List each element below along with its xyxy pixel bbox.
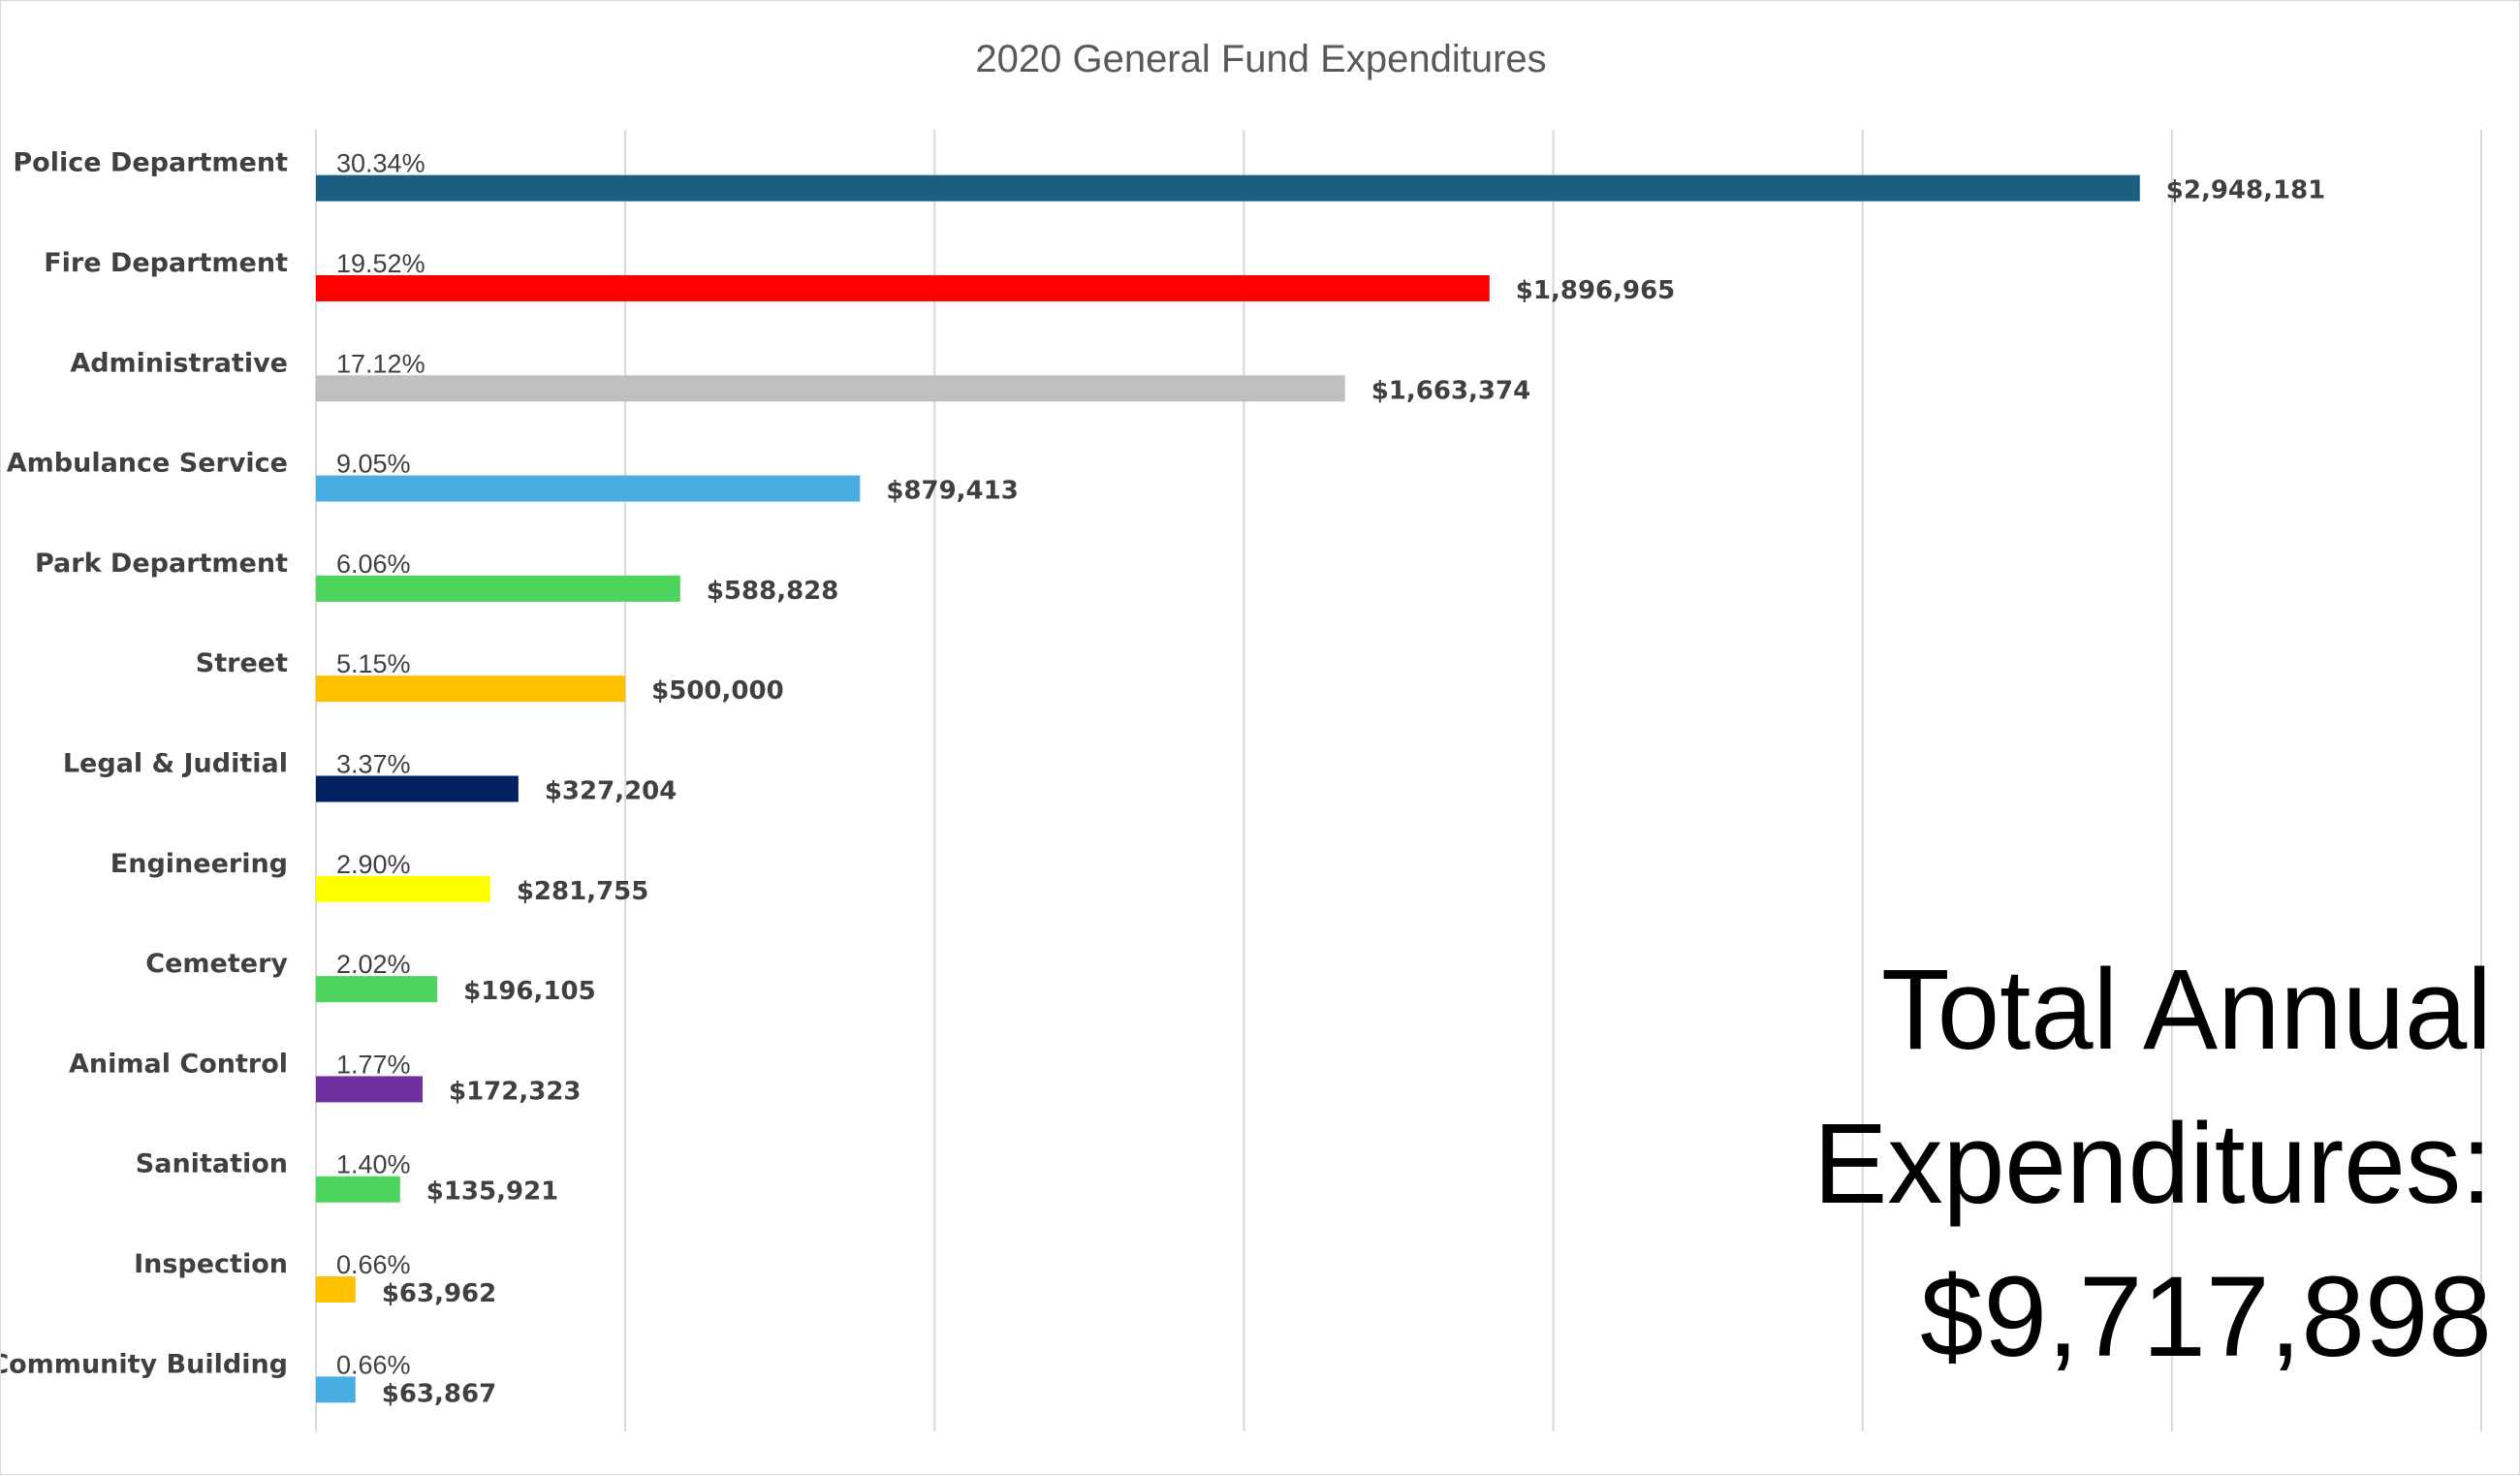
category-label: Ambulance Service [7, 449, 288, 479]
percent-label: 0.66% [336, 1350, 411, 1379]
total-line-1: Total Annual [1881, 946, 2492, 1074]
value-label: $2,948,181 [2166, 176, 2325, 205]
bar-group: Community Building 0.66%$63,867 [1, 1349, 496, 1408]
value-label: $327,204 [545, 777, 677, 806]
bar [316, 1176, 400, 1203]
category-label: Police Department [13, 148, 288, 178]
percent-label: 0.66% [336, 1250, 411, 1279]
value-label: $588,828 [707, 577, 839, 606]
percent-label: 17.12% [336, 349, 425, 378]
value-label: $63,962 [382, 1279, 496, 1308]
bar-group: Inspection 0.66%$63,962 [134, 1249, 496, 1308]
category-label: Street [196, 648, 288, 678]
percent-label: 30.34% [336, 149, 425, 178]
bar-group: Cemetery 2.02% $196,105 [145, 949, 595, 1006]
bar-group: Animal Control 1.77% $172,323 [69, 1049, 582, 1106]
bar [316, 875, 490, 902]
value-label: $172,323 [449, 1077, 582, 1106]
bar [316, 274, 1490, 301]
percent-label: 5.15% [336, 649, 411, 678]
percent-label: 2.02% [336, 950, 411, 979]
percent-label: 1.77% [336, 1050, 411, 1079]
category-label: Sanitation [136, 1149, 288, 1179]
bar [316, 775, 519, 802]
bar-group: Police Department 30.34% $2,948,181 [13, 148, 2325, 205]
bar [316, 575, 680, 602]
bar [316, 174, 2140, 202]
percent-label: 9.05% [336, 450, 411, 479]
percent-label: 1.40% [336, 1150, 411, 1179]
category-label: Park Department [35, 549, 288, 579]
gridlines [315, 130, 2482, 1431]
bar-group: Street 5.15% $500,000 [196, 648, 784, 706]
bar-group: Park Department 6.06% $588,828 [35, 549, 838, 606]
category-label: Legal & Juditial [63, 749, 288, 779]
total-annotation: Total Annual Expenditures: $9,717,898 [1813, 946, 2492, 1381]
bar [316, 675, 626, 703]
category-label: Animal Control [69, 1049, 288, 1079]
bar-group: Ambulance Service 9.05% $879,413 [7, 449, 1019, 506]
bar [316, 1276, 356, 1303]
bar [316, 475, 861, 502]
category-label: Fire Department [44, 248, 288, 278]
percent-label: 19.52% [336, 249, 425, 278]
value-label: $500,000 [651, 676, 784, 706]
value-label: $63,867 [382, 1379, 496, 1408]
category-label: Engineering [110, 849, 288, 879]
total-line-3: $9,717,898 [1920, 1253, 2492, 1381]
category-label: Community Building [1, 1349, 288, 1379]
category-label: Cemetery [145, 949, 288, 979]
percent-label: 3.37% [336, 750, 411, 779]
category-label: Inspection [134, 1249, 288, 1279]
value-label: $196,105 [463, 977, 596, 1006]
value-label: $1,896,965 [1516, 276, 1675, 305]
value-label: $1,663,374 [1371, 376, 1530, 405]
percent-label: 6.06% [336, 550, 411, 579]
category-label: Administrative [70, 348, 288, 378]
value-label: $281,755 [517, 877, 649, 906]
bar-group: Fire Department 19.52% $1,896,965 [44, 248, 1675, 305]
bar [316, 1376, 356, 1403]
bar [316, 976, 438, 1003]
bar-group: Sanitation 1.40% $135,921 [136, 1149, 558, 1207]
bar [316, 375, 1345, 402]
bar [316, 1076, 423, 1103]
percent-label: 2.90% [336, 850, 411, 879]
value-label: $135,921 [426, 1178, 559, 1207]
bar-group: Engineering 2.90% $281,755 [110, 849, 649, 906]
bar-group: Administrative 17.12% $1,663,374 [70, 348, 1530, 405]
value-label: $879,413 [886, 477, 1019, 506]
bars: Police Department 30.34% $2,948,181 Fire De… [1, 148, 2325, 1409]
total-line-2: Expenditures: [1813, 1100, 2492, 1228]
chart-title: 2020 General Fund Expenditures [975, 38, 1546, 80]
bar-group: Legal & Juditial 3.37% $327,204 [63, 749, 677, 806]
